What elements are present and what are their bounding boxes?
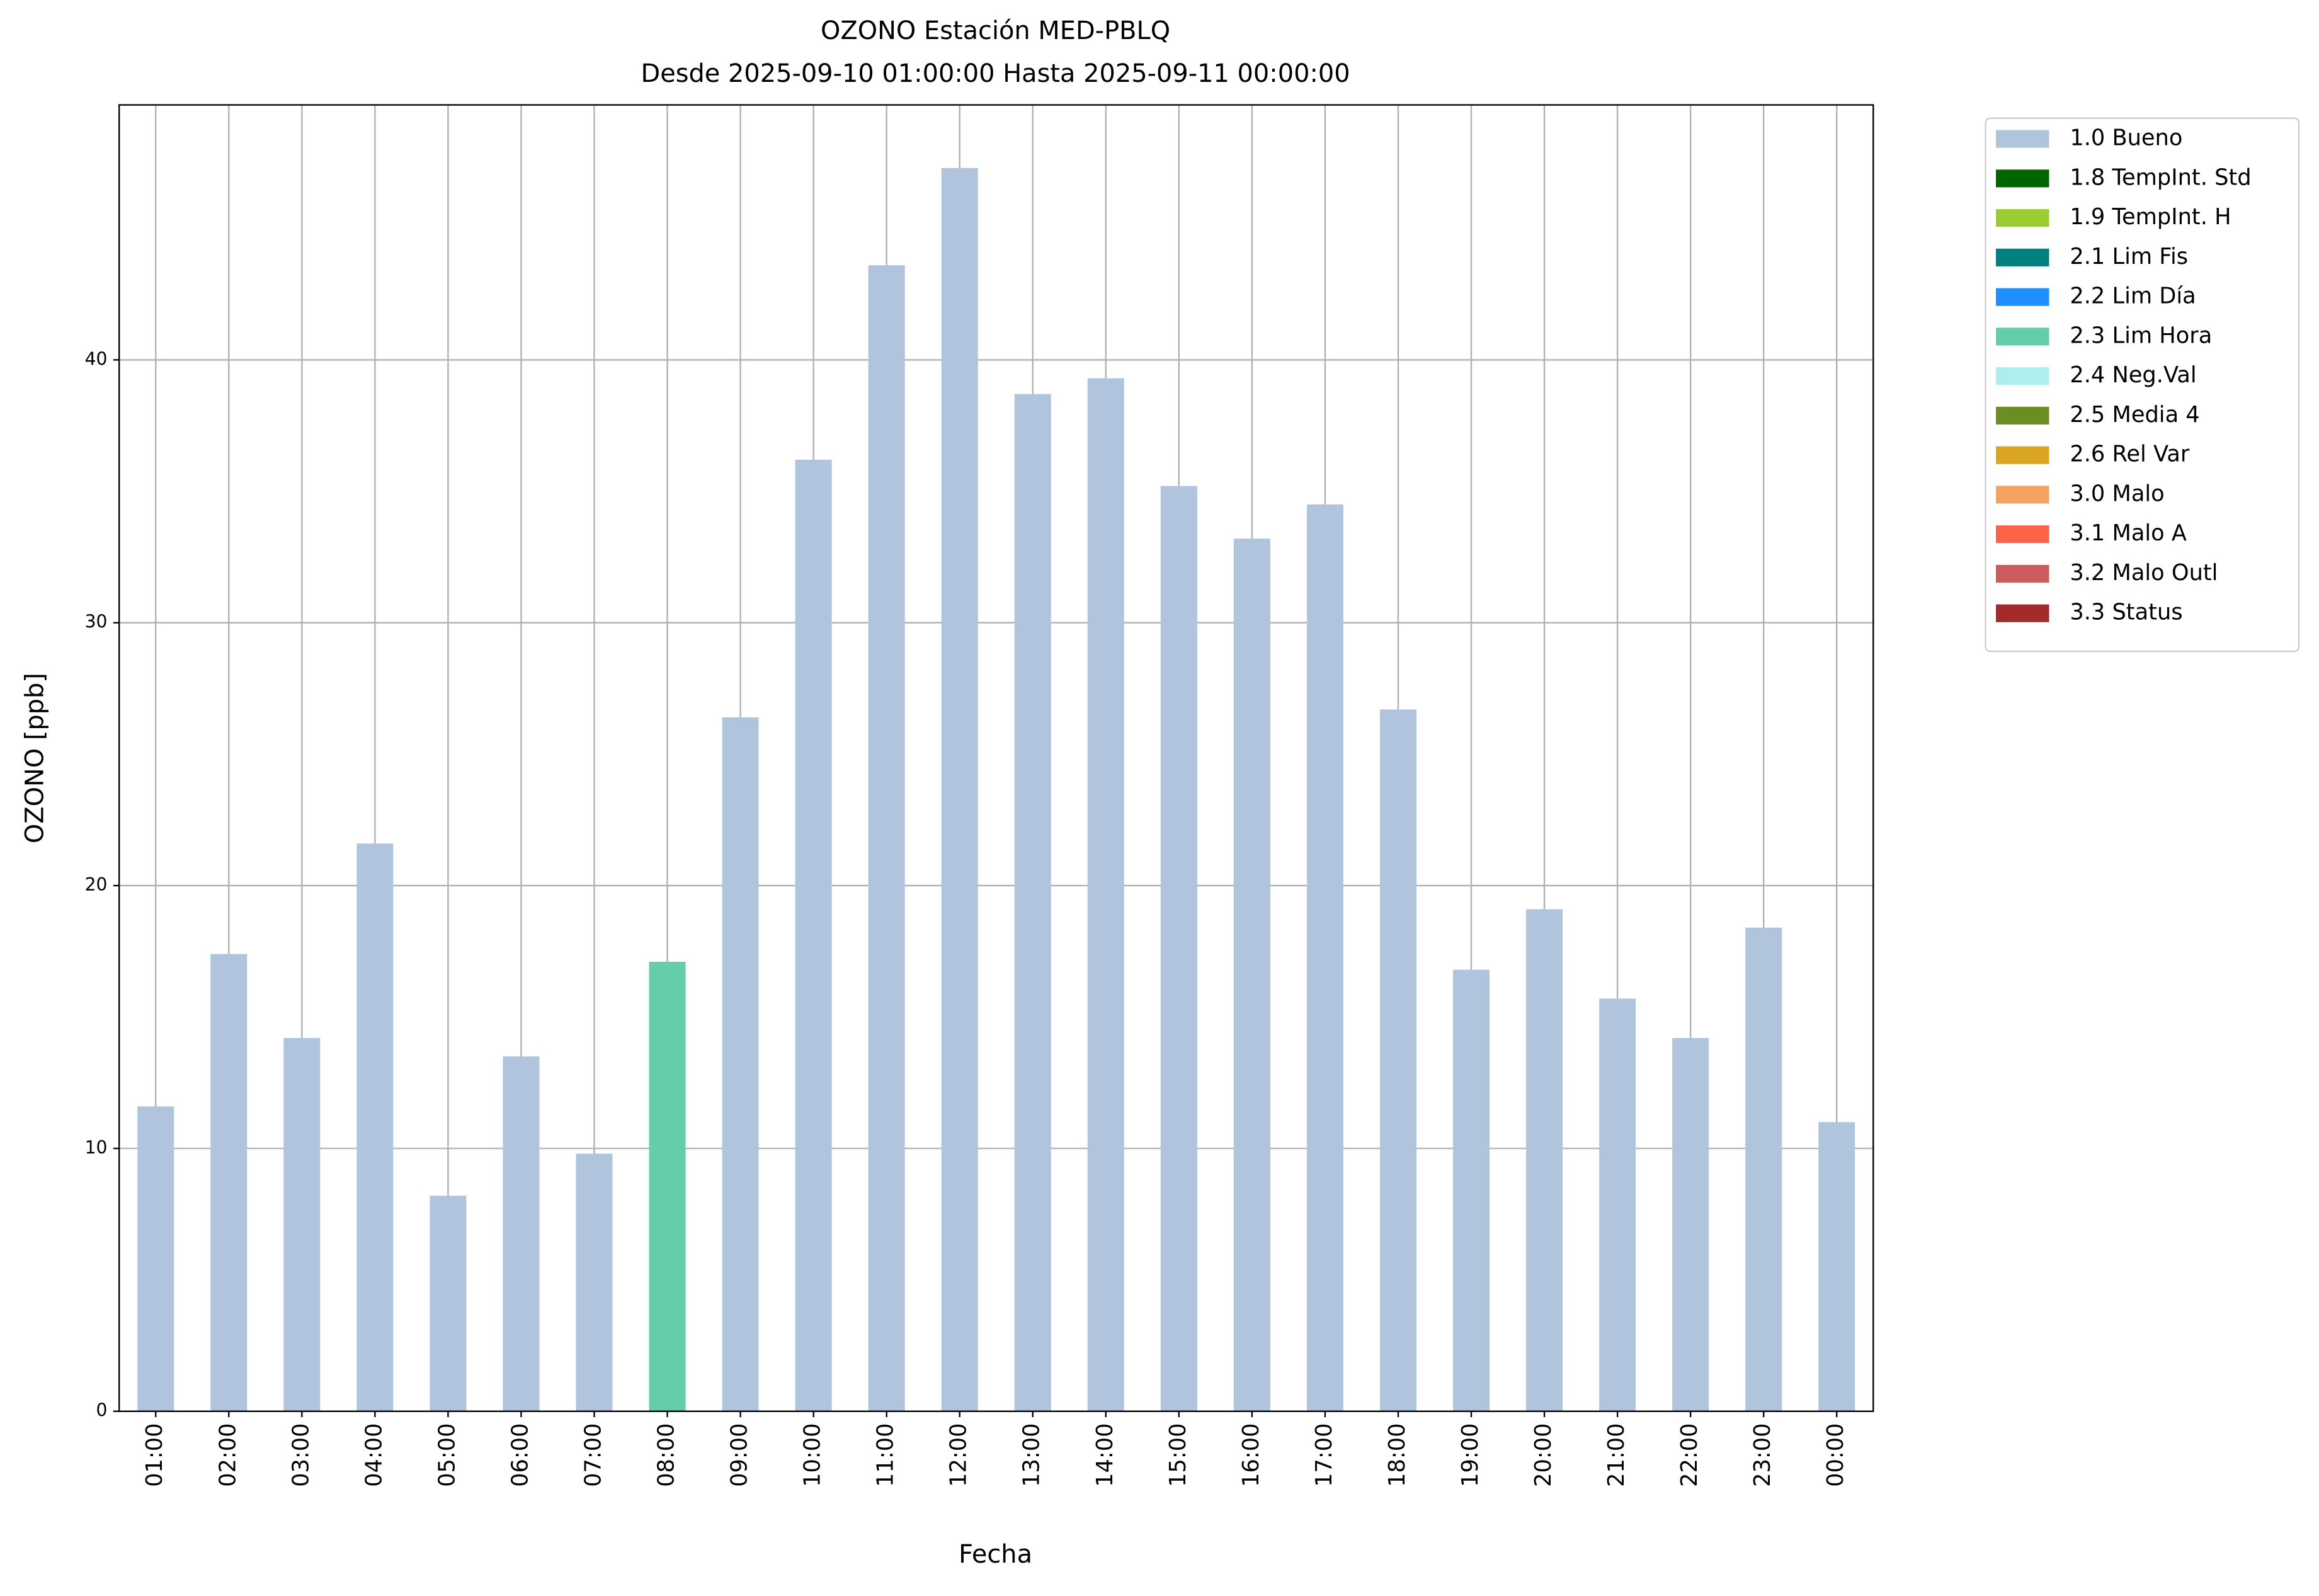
x-tick-label: 19:00 [1457, 1423, 1483, 1486]
legend-label: 2.4 Neg.Val [2070, 362, 2196, 388]
bar [1379, 709, 1416, 1411]
bar [795, 459, 832, 1411]
legend: 1.0 Bueno 1.8 TempInt. Std 1.9 TempInt. H 2… [1985, 117, 2300, 653]
legend-label: 1.9 TempInt. H [2070, 204, 2231, 230]
x-tick-label: 16:00 [1238, 1423, 1264, 1486]
legend-label: 2.5 Media 4 [2070, 402, 2199, 428]
bar [722, 717, 759, 1411]
bar [1745, 927, 1782, 1411]
x-tick-label: 07:00 [580, 1423, 606, 1486]
chart-title: OZONO Estación MED-PBLQ [821, 16, 1170, 45]
x-tick-label: 09:00 [727, 1423, 753, 1486]
bars [137, 168, 1855, 1411]
legend-label: 3.2 Malo Outl [2070, 560, 2218, 586]
legend-swatch [1996, 486, 2049, 504]
chart-subtitle: Desde 2025-09-10 01:00:00 Hasta 2025-09-… [641, 59, 1350, 88]
y-tick-label: 40 [85, 348, 108, 369]
y-axis-label: OZONO [ppb] [20, 673, 49, 843]
x-tick-label: 18:00 [1384, 1423, 1410, 1486]
bar [1233, 539, 1270, 1411]
legend-swatch [1996, 288, 2049, 306]
bar [1453, 969, 1490, 1411]
legend-label: 3.1 Malo A [2070, 520, 2187, 546]
x-tick-label: 11:00 [873, 1423, 899, 1486]
legend-label: 2.6 Rel Var [2070, 442, 2190, 467]
x-tick-label: 15:00 [1165, 1423, 1191, 1486]
x-tick-label: 03:00 [288, 1423, 314, 1486]
x-tick-label: 20:00 [1530, 1423, 1556, 1486]
legend-label: 1.0 Bueno [2070, 125, 2182, 151]
legend-box [1985, 117, 2300, 653]
x-tick-label: 17:00 [1311, 1423, 1337, 1486]
legend-label: 2.3 Lim Hora [2070, 322, 2212, 348]
x-tick-label: 01:00 [142, 1423, 168, 1486]
legend-swatch [1996, 248, 2049, 266]
x-tick-label: 22:00 [1677, 1423, 1702, 1486]
bar [356, 843, 394, 1411]
bar [503, 1056, 540, 1411]
legend-swatch [1996, 446, 2049, 464]
x-tick-label: 21:00 [1604, 1423, 1629, 1486]
bar [1087, 378, 1124, 1411]
legend-label: 1.8 TempInt. Std [2070, 164, 2251, 190]
legend-label: 3.0 Malo [2070, 481, 2164, 506]
bar [283, 1038, 321, 1411]
y-tick-label: 20 [85, 874, 108, 895]
y-tick-label: 0 [96, 1400, 108, 1421]
bar [1160, 486, 1197, 1411]
x-tick-label: 14:00 [1092, 1423, 1118, 1486]
bar [576, 1153, 613, 1411]
x-tick-label: 05:00 [434, 1423, 460, 1486]
legend-swatch [1996, 209, 2049, 227]
axes: 0 10 20 30 40 01:00 02:00 03:00 04:00 05:00 06:00 0… [85, 104, 1874, 1487]
x-tick-label: 00:00 [1823, 1423, 1849, 1486]
x-axis-label: Fecha [959, 1540, 1032, 1569]
legend-label: 2.2 Lim Día [2070, 283, 2196, 309]
bar [868, 265, 905, 1411]
bar [1306, 504, 1343, 1411]
legend-swatch [1996, 564, 2049, 583]
x-tick-label: 23:00 [1750, 1423, 1775, 1486]
bar [1672, 1038, 1709, 1411]
bar [1599, 998, 1636, 1411]
bar [649, 962, 686, 1411]
bar [430, 1195, 467, 1411]
legend-swatch [1996, 604, 2049, 622]
legend-label: 3.3 Status [2070, 600, 2182, 625]
legend-swatch [1996, 169, 2049, 188]
bar [210, 954, 248, 1411]
bar [1014, 394, 1051, 1411]
bar [1526, 909, 1563, 1411]
x-tick-label: 13:00 [1019, 1423, 1045, 1486]
plot-frame [118, 104, 1874, 1412]
legend-label: 2.1 Lim Fis [2070, 244, 2188, 270]
x-tick-label: 04:00 [361, 1423, 387, 1486]
legend-swatch [1996, 328, 2049, 346]
x-tick-label: 06:00 [507, 1423, 533, 1486]
x-tick-label: 08:00 [654, 1423, 680, 1486]
bar [1818, 1122, 1855, 1411]
y-tick-label: 10 [85, 1137, 108, 1158]
legend-swatch [1996, 367, 2049, 385]
x-tick-label: 02:00 [215, 1423, 241, 1486]
legend-swatch [1996, 406, 2049, 425]
x-tick-label: 10:00 [800, 1423, 826, 1486]
legend-swatch [1996, 130, 2049, 148]
bar [941, 168, 978, 1411]
x-tick-label: 12:00 [946, 1423, 972, 1486]
y-tick-label: 30 [85, 612, 108, 632]
bar [137, 1106, 174, 1411]
legend-swatch [1996, 525, 2049, 544]
